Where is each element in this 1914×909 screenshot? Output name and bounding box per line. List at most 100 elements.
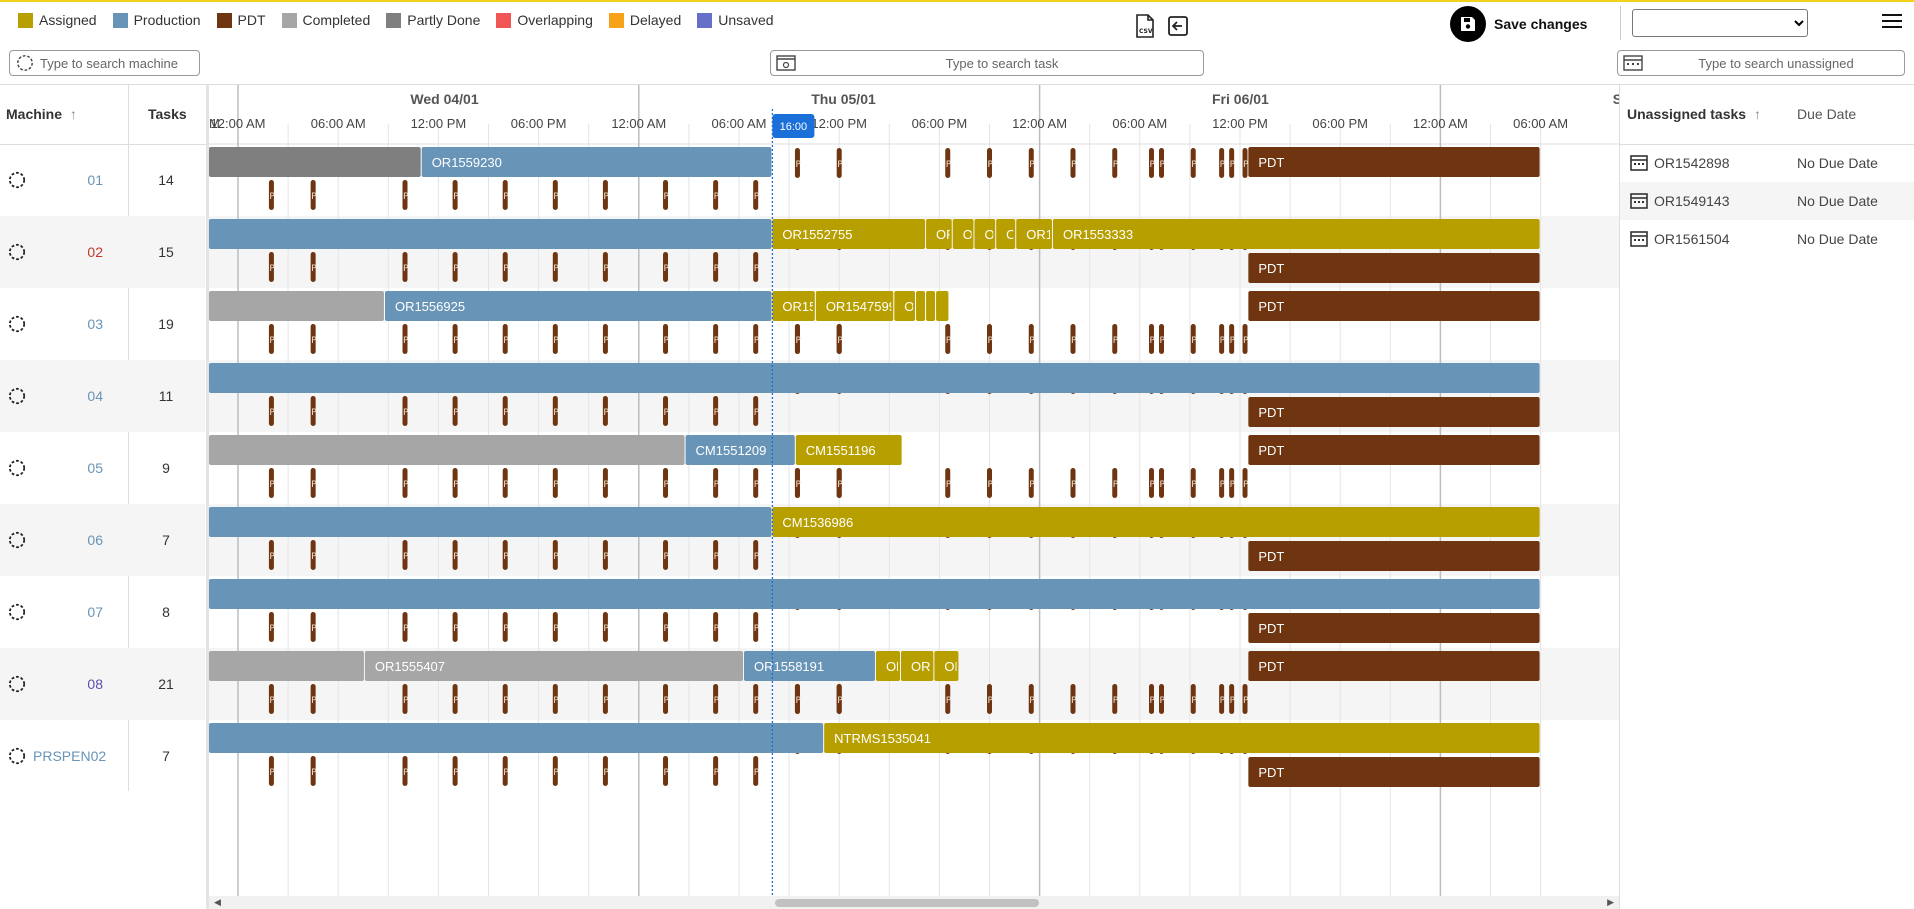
break-marker[interactable]: P — [945, 324, 952, 354]
break-marker[interactable]: P — [663, 468, 670, 498]
break-marker[interactable]: P — [663, 684, 670, 714]
break-marker[interactable]: P — [1190, 324, 1198, 354]
machine-row[interactable]: 08 21 — [0, 648, 205, 720]
task-bar[interactable]: OR1 — [926, 219, 963, 249]
break-marker[interactable]: P — [310, 756, 318, 786]
break-marker[interactable]: P — [552, 180, 560, 210]
task-bar[interactable]: PDT — [1248, 253, 1540, 283]
break-marker[interactable]: P — [663, 612, 670, 642]
break-marker[interactable]: P — [502, 684, 510, 714]
task-bar[interactable]: PDT — [1248, 541, 1540, 571]
break-marker[interactable]: P — [1159, 148, 1166, 178]
unassigned-task-row[interactable]: OR1561504 No Due Date — [1620, 220, 1914, 258]
break-marker[interactable]: P — [452, 252, 460, 282]
task-bar[interactable]: OR1556925 — [384, 291, 772, 321]
break-marker[interactable]: P — [502, 756, 510, 786]
break-marker[interactable]: P — [753, 684, 760, 714]
break-marker[interactable]: P — [602, 324, 610, 354]
task-bar[interactable]: PDT — [1248, 757, 1540, 787]
break-marker[interactable]: P — [310, 540, 318, 570]
machine-name[interactable]: 05 — [87, 460, 103, 476]
break-marker[interactable]: P — [1028, 468, 1036, 498]
break-marker[interactable]: P — [1190, 148, 1198, 178]
break-marker[interactable]: P — [753, 252, 760, 282]
break-marker[interactable]: P — [1028, 684, 1036, 714]
machine-name[interactable]: 06 — [87, 532, 103, 548]
break-marker[interactable]: P — [1070, 324, 1078, 354]
task-bar[interactable]: PDT — [1248, 291, 1540, 321]
machine-name[interactable]: 08 — [87, 676, 103, 692]
machine-row[interactable]: 06 7 — [0, 504, 205, 576]
break-marker[interactable]: P — [1219, 324, 1226, 354]
break-marker[interactable]: P — [268, 180, 276, 210]
task-bar[interactable]: OR1552755 — [772, 219, 926, 249]
machine-row[interactable]: 05 9 — [0, 432, 205, 504]
break-marker[interactable]: P — [452, 684, 460, 714]
break-marker[interactable]: P — [402, 180, 410, 210]
task-bar[interactable]: OR15 — [934, 651, 978, 681]
break-marker[interactable]: P — [1190, 468, 1198, 498]
break-marker[interactable]: P — [602, 468, 610, 498]
break-marker[interactable]: P — [402, 252, 410, 282]
task-bar[interactable]: PDT — [1248, 397, 1540, 427]
task-bar[interactable]: OR15 — [900, 651, 945, 681]
break-marker[interactable]: P — [402, 324, 410, 354]
unassigned-task-row[interactable]: OR1542898 No Due Date — [1620, 144, 1914, 182]
break-marker[interactable]: P — [1190, 684, 1198, 714]
break-marker[interactable]: P — [452, 180, 460, 210]
break-marker[interactable]: P — [1112, 684, 1119, 714]
task-bar[interactable]: OR — [952, 219, 983, 249]
break-marker[interactable]: P — [552, 252, 560, 282]
break-marker[interactable]: P — [713, 684, 720, 714]
break-marker[interactable]: P — [1229, 684, 1236, 714]
break-marker[interactable]: P — [1070, 684, 1078, 714]
task-bar[interactable]: PDT — [1248, 613, 1540, 643]
break-marker[interactable]: P — [1159, 684, 1166, 714]
task-bar[interactable] — [209, 291, 384, 321]
break-marker[interactable]: P — [1148, 324, 1156, 354]
machine-name[interactable]: PRSPEN02 — [33, 748, 107, 764]
break-marker[interactable]: P — [663, 396, 670, 426]
break-marker[interactable]: P — [502, 324, 510, 354]
break-marker[interactable]: P — [713, 756, 720, 786]
break-marker[interactable]: P — [1229, 468, 1236, 498]
task-bar[interactable] — [209, 363, 1540, 393]
break-marker[interactable]: P — [310, 180, 318, 210]
task-bar[interactable]: CM1551196 — [795, 435, 902, 465]
break-marker[interactable]: P — [987, 468, 994, 498]
break-marker[interactable]: P — [794, 684, 802, 714]
break-marker[interactable]: P — [502, 468, 510, 498]
machine-row[interactable]: PRSPEN02 7 — [0, 720, 205, 792]
task-bar[interactable] — [209, 723, 824, 753]
break-marker[interactable]: P — [402, 540, 410, 570]
break-marker[interactable]: P — [836, 324, 844, 354]
break-marker[interactable]: P — [310, 396, 318, 426]
break-marker[interactable]: P — [663, 252, 670, 282]
break-marker[interactable]: P — [1229, 324, 1236, 354]
task-bar[interactable]: PDT — [1248, 435, 1540, 465]
machine-name[interactable]: 07 — [87, 604, 103, 620]
break-marker[interactable]: P — [310, 684, 318, 714]
break-marker[interactable]: P — [402, 756, 410, 786]
break-marker[interactable]: P — [987, 684, 994, 714]
scroll-left-icon[interactable]: ◀ — [214, 897, 221, 907]
break-marker[interactable]: P — [502, 396, 510, 426]
task-bar[interactable]: CM1536986 — [772, 507, 1540, 537]
break-marker[interactable]: P — [310, 468, 318, 498]
exit-icon[interactable] — [1166, 14, 1190, 40]
break-marker[interactable]: P — [753, 756, 760, 786]
break-marker[interactable]: P — [452, 612, 460, 642]
break-marker[interactable]: P — [310, 612, 318, 642]
break-marker[interactable]: P — [1070, 468, 1078, 498]
machine-search-input[interactable] — [40, 55, 199, 71]
machine-row[interactable]: 07 8 — [0, 576, 205, 648]
break-marker[interactable]: P — [836, 468, 844, 498]
task-bar[interactable] — [209, 147, 421, 177]
task-bar[interactable] — [209, 579, 1540, 609]
break-marker[interactable]: P — [452, 756, 460, 786]
break-marker[interactable]: P — [1070, 148, 1078, 178]
break-marker[interactable]: P — [713, 180, 720, 210]
break-marker[interactable]: P — [1148, 468, 1156, 498]
break-marker[interactable]: P — [794, 148, 802, 178]
task-bar[interactable]: NTRMS1535041 — [824, 723, 1540, 753]
